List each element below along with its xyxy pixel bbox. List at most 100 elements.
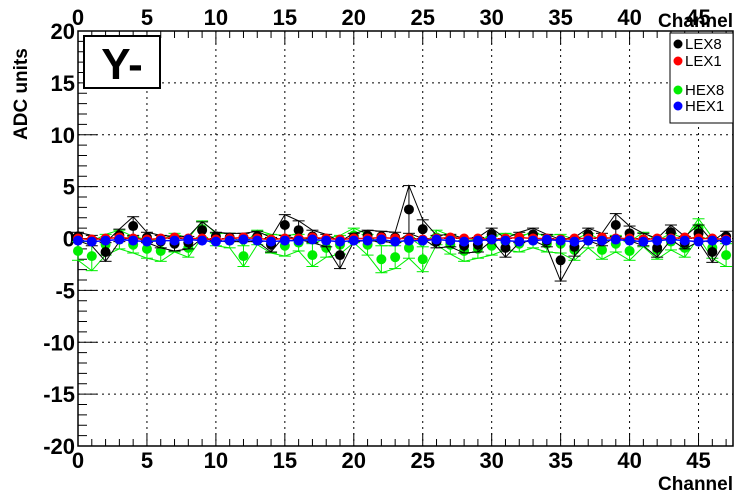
x-tick-label: 40 [617, 448, 641, 473]
y-tick-label: 15 [51, 71, 75, 96]
legend-entry: HEX8 [673, 82, 724, 99]
data-point [197, 225, 208, 236]
top-tick-label: 25 [410, 5, 434, 30]
y-tick-label: -10 [43, 330, 75, 355]
data-point [403, 242, 414, 253]
data-point [238, 251, 249, 262]
y-tick-label: -15 [43, 382, 75, 407]
data-point [73, 235, 83, 246]
data-point [114, 234, 125, 245]
data-point [210, 236, 221, 247]
top-tick-label: 30 [479, 5, 503, 30]
legend-marker [673, 85, 683, 95]
data-point [128, 235, 139, 246]
data-point [73, 245, 83, 256]
y-tick-label: 0 [63, 227, 75, 252]
data-point [624, 235, 635, 246]
data-point [141, 236, 152, 247]
data-point [321, 235, 332, 246]
data-point [541, 234, 552, 245]
legend-marker [673, 39, 683, 49]
data-point [528, 235, 539, 246]
x-tick-label: 0 [72, 448, 84, 473]
legend-entry: LEX8 [673, 36, 722, 53]
data-point [624, 245, 635, 256]
x-tick-label: 45 [686, 448, 710, 473]
x-tick-label: 5 [141, 448, 153, 473]
data-point [224, 235, 235, 246]
data-point [445, 235, 456, 246]
top-tick-labels: 0 5 10 15 20 25 30 35 40 45 [72, 5, 711, 30]
x-tick-label: 30 [479, 448, 503, 473]
data-point [390, 236, 401, 247]
data-point [693, 236, 704, 247]
axis-ticks [77, 30, 727, 447]
data-point [266, 236, 277, 247]
data-point [335, 236, 345, 247]
y-tick-labels: 20 15 10 5 0 -5 -10 -15 -20 [43, 19, 75, 459]
data-point [403, 204, 414, 215]
x-tick-label: 25 [410, 448, 434, 473]
y-tick-label: 5 [63, 175, 75, 200]
top-tick-label: 5 [141, 5, 153, 30]
x-tick-label: 15 [273, 448, 297, 473]
data-point [459, 236, 470, 247]
x-tick-label: 35 [548, 448, 572, 473]
data-point [238, 234, 249, 245]
data-point [417, 224, 428, 235]
data-point [555, 255, 566, 266]
top-tick-label: 0 [72, 5, 84, 30]
top-tick-label: 10 [204, 5, 228, 30]
data-point [417, 254, 428, 265]
top-tick-label: 45 [686, 5, 710, 30]
x-tick-label: 10 [204, 448, 228, 473]
legend-label: HEX8 [685, 82, 724, 99]
data-point [638, 236, 649, 247]
data-point [100, 235, 111, 246]
data-point [721, 235, 732, 246]
data-point [514, 236, 525, 247]
legend-marker [673, 101, 683, 111]
data-point [403, 235, 414, 246]
top-tick-label: 20 [342, 5, 366, 30]
data-point [128, 221, 139, 232]
data-point [652, 235, 663, 246]
y-tick-label: 10 [51, 123, 75, 148]
data-point [610, 234, 621, 245]
legend-entry: LEX1 [673, 53, 722, 70]
data-point [707, 235, 718, 246]
x-tick-label: 20 [342, 448, 366, 473]
data-point [431, 234, 442, 245]
data-point [597, 244, 607, 255]
data-point [679, 235, 690, 246]
data-point [597, 235, 607, 246]
top-tick-label: 15 [273, 5, 297, 30]
data-point [362, 235, 373, 246]
legend-marker [673, 56, 683, 66]
chart-title: Y- [101, 40, 143, 89]
top-axis-title: Channel [658, 11, 733, 32]
data-point [417, 235, 428, 246]
data-point [555, 235, 566, 246]
top-tick-label: 35 [548, 5, 572, 30]
series-hex1 [73, 234, 732, 247]
data-point [707, 246, 718, 257]
y-axis-title: ADC units [11, 48, 32, 140]
data-point [279, 235, 290, 246]
legend-label: LEX8 [685, 36, 722, 53]
data-point [486, 234, 497, 245]
data-point [155, 235, 166, 246]
data-point [376, 234, 387, 245]
legend-label: LEX1 [685, 53, 722, 70]
data-point [583, 235, 594, 246]
data-point [86, 251, 97, 262]
data-point [500, 242, 511, 253]
data-point [721, 250, 732, 261]
data-point [279, 220, 290, 231]
data-point [348, 235, 359, 246]
legend-entry: HEX1 [673, 98, 724, 115]
legend-label: HEX1 [685, 98, 724, 115]
data-point [100, 246, 111, 257]
